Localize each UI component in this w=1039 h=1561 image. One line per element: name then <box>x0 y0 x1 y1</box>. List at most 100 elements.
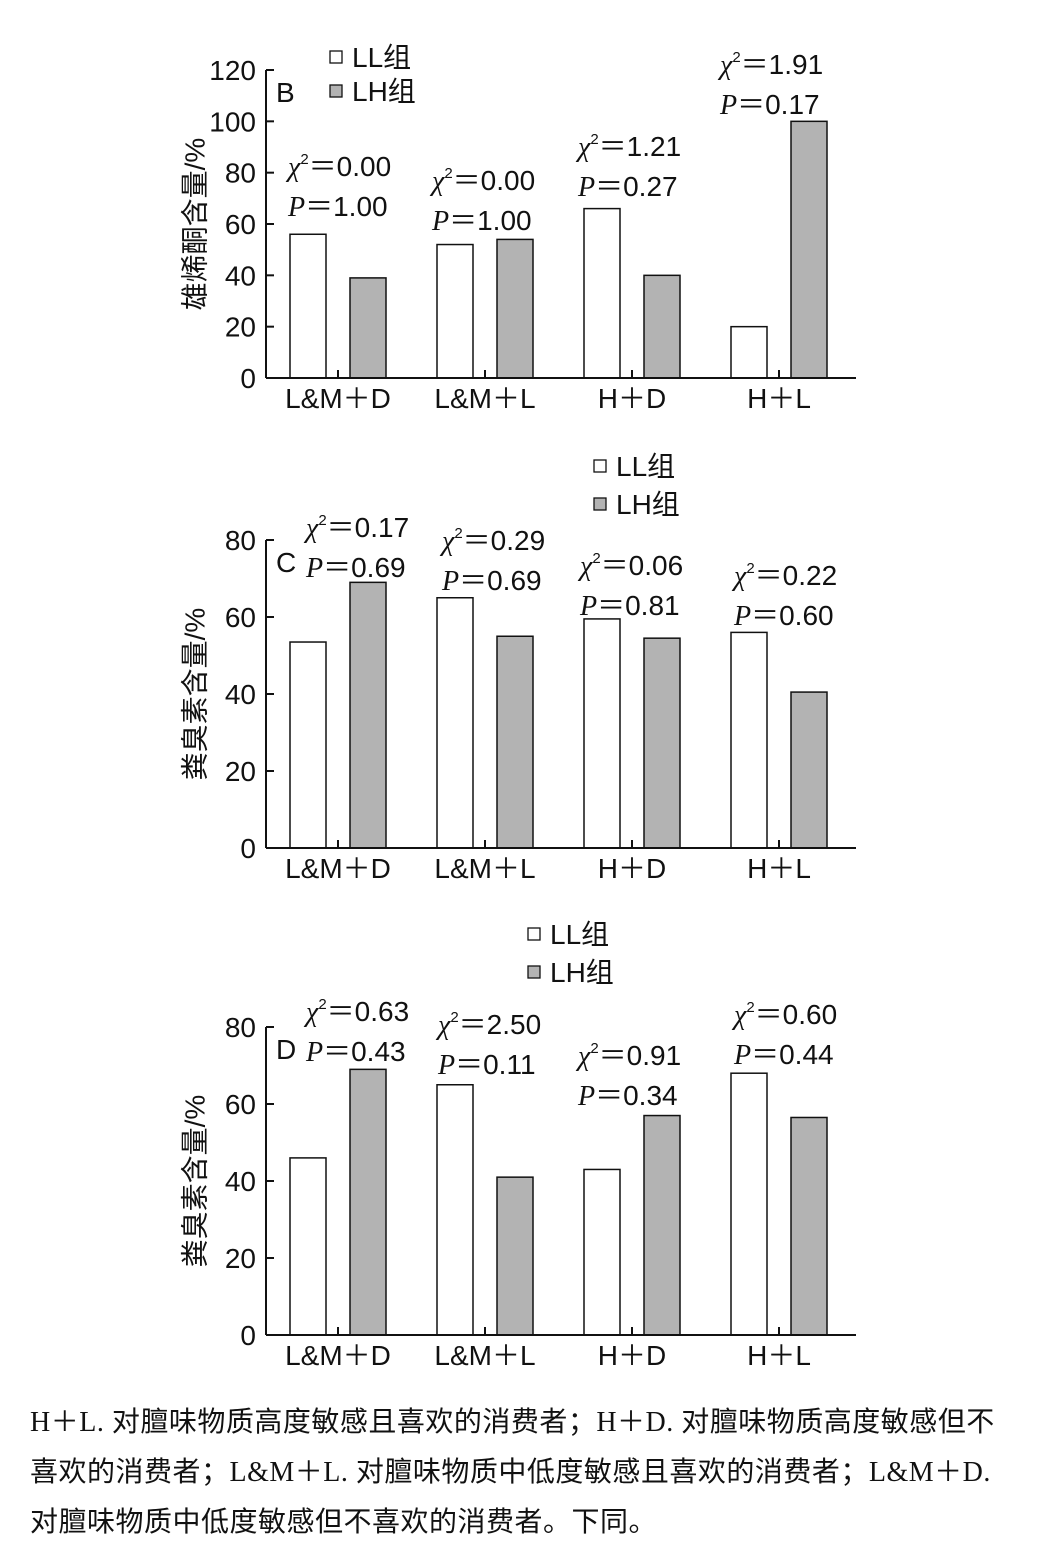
p-value: ＝0.69 <box>323 552 406 583</box>
annotation-p: P＝0.11 <box>437 1049 536 1081</box>
legend-label-ll: LL组 <box>352 42 411 73</box>
chi-symbol: χ <box>435 1010 451 1041</box>
chi2-value: ＝0.60 <box>755 999 838 1030</box>
annotation-p: P＝0.27 <box>577 171 678 203</box>
p-value: ＝0.43 <box>323 1036 406 1067</box>
chi2-value: ＝2.50 <box>459 1009 542 1040</box>
y-tick-label: 0 <box>240 833 256 864</box>
chi2-value: ＝1.91 <box>741 49 824 80</box>
chi-superscript: 2 <box>732 49 740 66</box>
annotation-p: P＝1.00 <box>431 205 532 237</box>
p-symbol: P <box>577 1081 595 1112</box>
p-symbol: P <box>437 1050 455 1081</box>
chi2-value: ＝0.63 <box>327 996 410 1027</box>
p-value: ＝0.17 <box>737 89 820 120</box>
p-value: ＝0.69 <box>459 565 542 596</box>
x-tick-label: H＋D <box>598 383 666 414</box>
bar-lh-1 <box>349 1068 387 1336</box>
legend-label-lh: LH组 <box>352 76 416 107</box>
chi-superscript: 2 <box>746 560 754 577</box>
annotation-chi2: χ2＝2.50 <box>435 1009 541 1041</box>
p-symbol: P <box>579 591 597 622</box>
chi2-value: ＝0.00 <box>309 151 392 182</box>
chi-superscript: 2 <box>454 525 462 542</box>
chi-symbol: χ <box>731 1000 747 1031</box>
p-symbol: P <box>305 1037 323 1068</box>
chi2-value: ＝1.21 <box>599 131 682 162</box>
y-tick-label: 120 <box>209 55 256 86</box>
annotation-chi2: χ2＝0.00 <box>429 165 535 197</box>
bar-lh-2 <box>496 238 534 379</box>
panel-label: B <box>276 77 295 108</box>
bar-ll-1 <box>289 1157 327 1336</box>
chi-superscript: 2 <box>318 512 326 529</box>
chi2-value: ＝0.17 <box>327 512 410 543</box>
chi-superscript: 2 <box>590 131 598 148</box>
chi2-value: ＝0.29 <box>463 525 546 556</box>
legend-swatch-ll <box>527 927 541 941</box>
y-tick-label: 0 <box>240 363 256 394</box>
annotation-chi2: χ2＝0.60 <box>731 999 837 1031</box>
chi-superscript: 2 <box>450 1009 458 1026</box>
p-value: ＝0.34 <box>595 1080 678 1111</box>
legend-swatch-lh <box>329 84 343 98</box>
annotation-chi2: χ2＝0.29 <box>439 525 545 557</box>
annotation-p: P＝0.69 <box>305 552 406 584</box>
p-symbol: P <box>733 1040 751 1071</box>
bar-ll-4 <box>730 1072 768 1336</box>
chi-symbol: χ <box>303 997 319 1028</box>
bar-lh-4 <box>790 1116 828 1336</box>
x-tick-label: H＋L <box>747 853 811 884</box>
annotation-chi2: χ2＝0.17 <box>303 512 409 544</box>
p-symbol: P <box>733 601 751 632</box>
chart-panel-d: 0 20 40 60 80 L&M＋D L&M＋L H＋D H＋L 粪臭素含量/% D LL组 LH组 χ… <box>179 919 856 1371</box>
bar-ll-2 <box>436 597 474 849</box>
annotation-p: P＝1.00 <box>287 191 388 223</box>
y-tick-label: 20 <box>225 312 256 343</box>
legend-label-lh: LH组 <box>616 489 680 520</box>
chi-superscript: 2 <box>444 165 452 182</box>
x-tick-label: L&M＋L <box>434 853 535 884</box>
y-tick-label: 60 <box>225 209 256 240</box>
bar-lh-1 <box>349 277 387 379</box>
p-symbol: P <box>305 553 323 584</box>
bar-lh-4 <box>790 691 828 849</box>
p-symbol: P <box>577 172 595 203</box>
x-tick-label: L&M＋D <box>285 1340 391 1371</box>
x-tick-label: H＋L <box>747 1340 811 1371</box>
annotation-chi2: χ2＝0.63 <box>303 996 409 1028</box>
chi2-value: ＝0.00 <box>453 165 536 196</box>
p-symbol: P <box>287 192 305 223</box>
chart-panel-b: 0 20 40 60 80 100 120 L&M＋D L&M＋L H＋D H＋L 雄烯酮含量/% B L… <box>179 42 856 414</box>
annotation-p: P＝0.44 <box>733 1039 834 1071</box>
chi2-value: ＝0.22 <box>755 560 838 591</box>
annotation-chi2: χ2＝1.91 <box>717 49 823 81</box>
bar-lh-2 <box>496 635 534 849</box>
y-axis-title: 粪臭素含量/% <box>179 1095 210 1268</box>
y-tick-label: 40 <box>225 679 256 710</box>
bar-ll-4 <box>730 325 768 379</box>
p-symbol: P <box>441 566 459 597</box>
y-tick-label: 80 <box>225 158 256 189</box>
bar-lh-4 <box>790 120 828 379</box>
x-tick-label: L&M＋L <box>434 1340 535 1371</box>
p-value: ＝0.27 <box>595 171 678 202</box>
annotation-p: P＝0.60 <box>733 600 834 632</box>
figure-caption: H＋L. 对膻味物质高度敏感且喜欢的消费者；H＋D. 对膻味物质高度敏感但不喜欢… <box>30 1407 995 1538</box>
y-tick-label: 60 <box>225 602 256 633</box>
y-axis-title: 雄烯酮含量/% <box>179 138 210 311</box>
bar-lh-3 <box>643 274 681 379</box>
x-tick-label: L&M＋D <box>285 853 391 884</box>
legend-label-ll: LL组 <box>616 451 675 482</box>
chi-symbol: χ <box>575 1041 591 1072</box>
bar-ll-1 <box>289 233 327 379</box>
chi2-value: ＝0.91 <box>599 1040 682 1071</box>
bar-ll-1 <box>289 641 327 849</box>
p-value: ＝0.60 <box>751 600 834 631</box>
annotation-p: P＝0.43 <box>305 1036 406 1068</box>
y-tick-label: 60 <box>225 1089 256 1120</box>
y-tick-label: 40 <box>225 260 256 291</box>
bar-ll-4 <box>730 631 768 849</box>
annotation-chi2: χ2＝0.91 <box>575 1040 681 1072</box>
